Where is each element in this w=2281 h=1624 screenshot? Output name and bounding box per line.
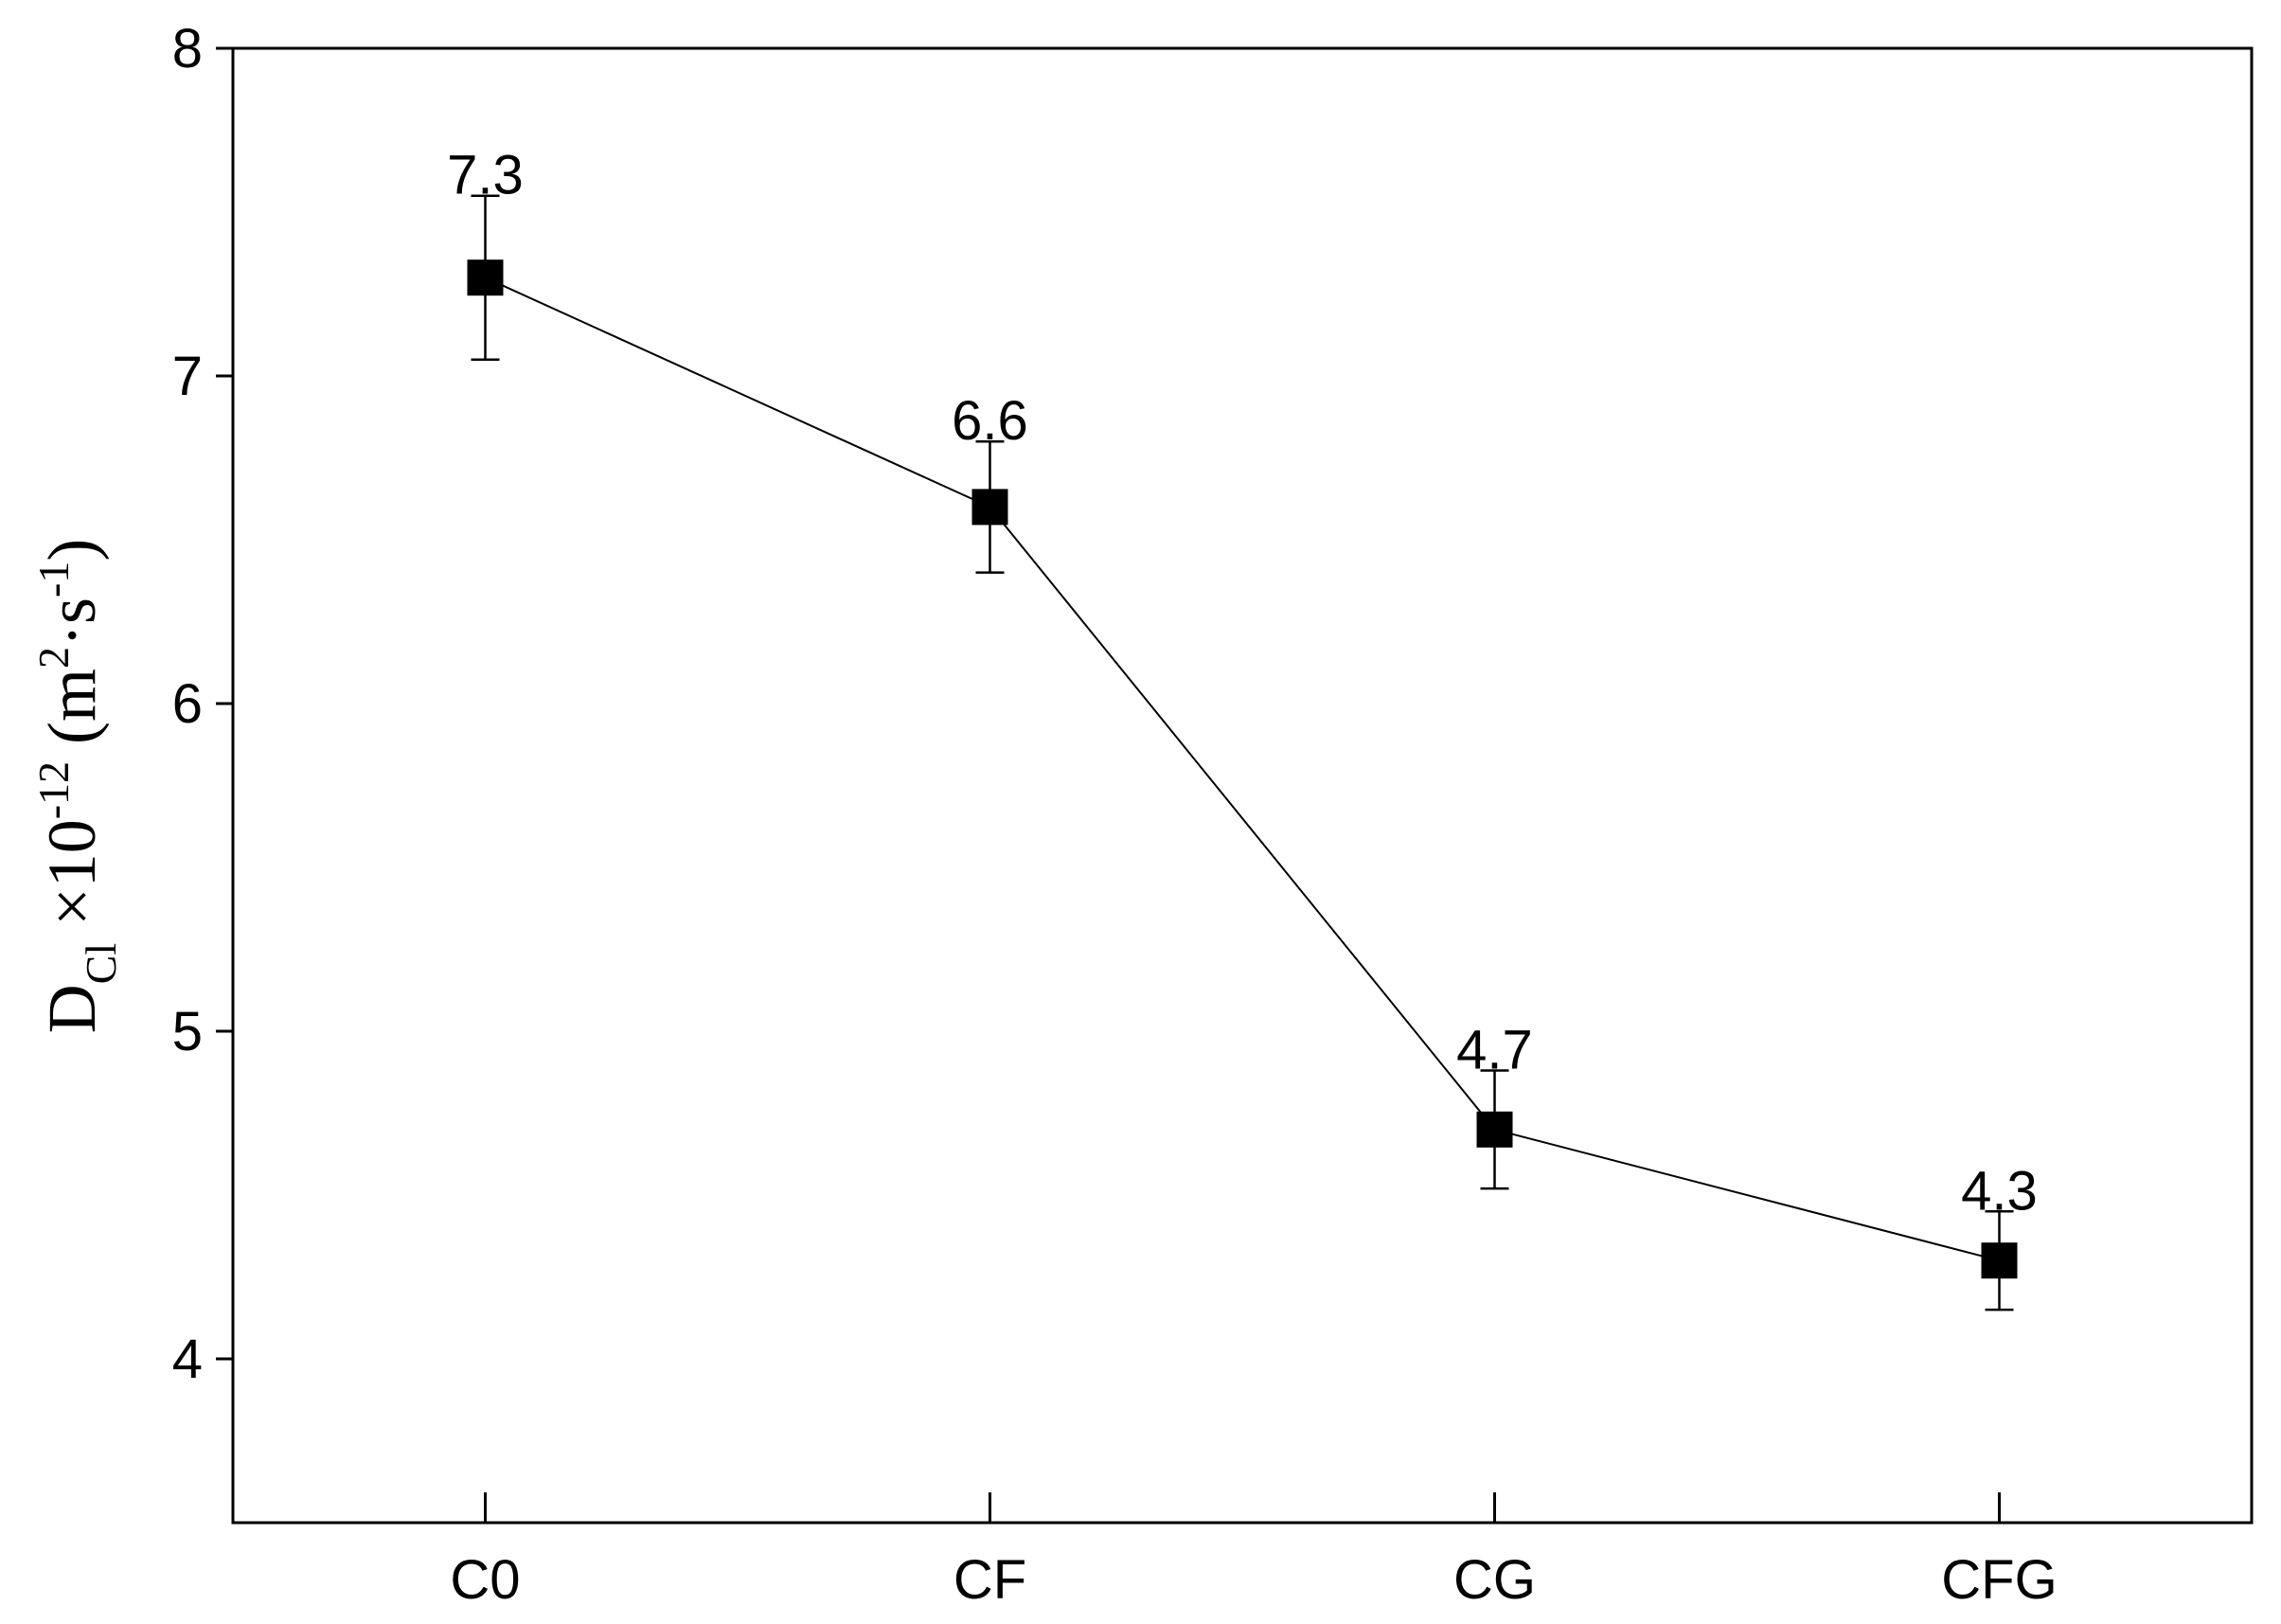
value-label: 7.3: [447, 145, 524, 206]
value-label: 4.7: [1456, 1020, 1533, 1081]
y-axis-label: DCl ×10-12 (m2·s-1): [29, 539, 125, 1034]
x-tick-label: C0: [450, 1549, 520, 1611]
y-label-part: ×10: [34, 819, 110, 943]
y-label-part: (m: [34, 669, 110, 761]
marker: [1476, 1111, 1513, 1148]
y-label-part: 2: [29, 647, 78, 669]
x-tick-label: CG: [1453, 1549, 1536, 1611]
y-tick-label: 6: [172, 673, 203, 735]
y-tick-label: 5: [172, 1001, 203, 1062]
y-label-part: -12: [29, 761, 78, 819]
plot-frame: [231, 46, 2254, 1525]
y-label-part: ): [34, 539, 110, 562]
x-tick-label: CF: [953, 1549, 1026, 1611]
y-label-part: Cl: [77, 943, 125, 984]
marker: [467, 259, 504, 296]
value-label: 6.6: [952, 390, 1028, 452]
y-label-part: -1: [29, 562, 78, 598]
marker: [971, 489, 1008, 526]
y-tick-label: 7: [172, 346, 203, 407]
marker: [1981, 1242, 2018, 1279]
y-label-part: D: [34, 984, 110, 1033]
y-tick-label: 8: [172, 18, 203, 80]
value-label: 4.3: [1961, 1160, 2038, 1222]
data-line: [485, 277, 2000, 1262]
x-tick-label: CFG: [1941, 1549, 2057, 1611]
y-label-part: ·s: [34, 598, 110, 647]
y-tick-label: 4: [172, 1329, 203, 1390]
